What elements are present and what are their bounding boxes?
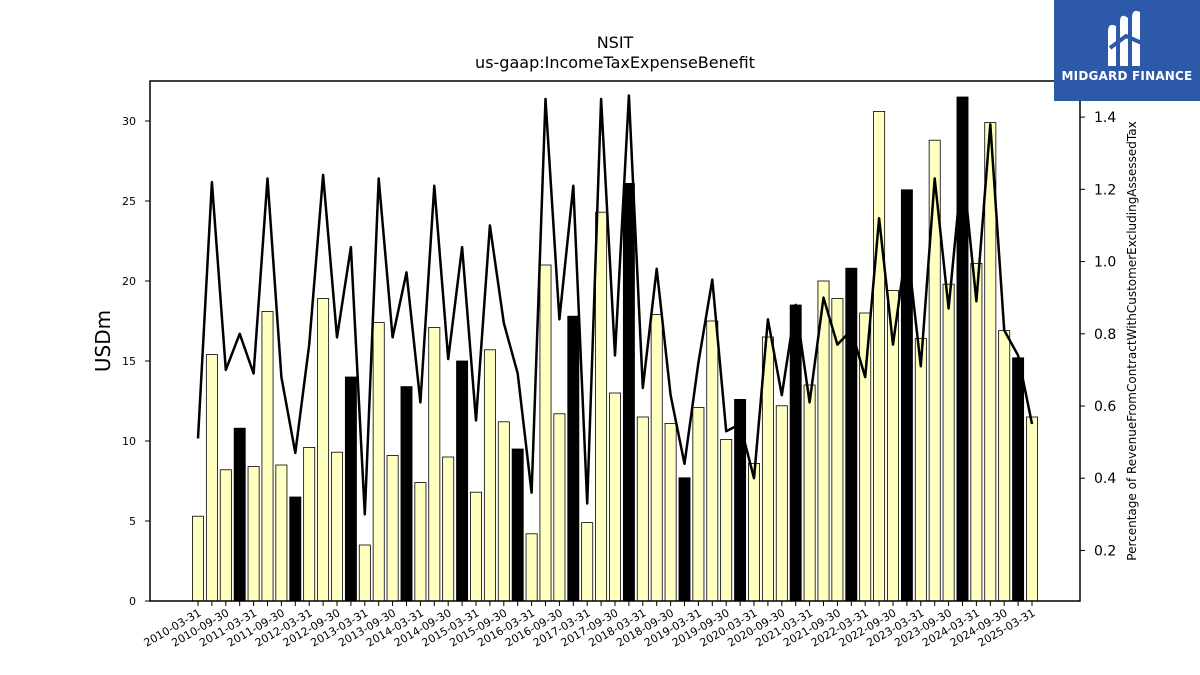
bar-2025-03-31 [1026,416,1038,602]
bar-2014-09-30 [442,456,455,602]
series-line-percentage [196,94,1034,516]
bar-2013-06-30 [372,322,385,602]
bar-2016-12-31 [567,315,580,602]
bar-2011-03-31 [247,466,260,602]
y-tick-label-5: 5 [129,515,136,528]
y2-tick-label-1.2: 1.2 [1094,182,1116,198]
bar-2019-09-30 [720,438,733,602]
line-layer [196,94,1034,516]
bar-2018-09-30 [664,422,677,602]
bar-2017-09-30 [609,392,621,602]
bar-2018-06-30 [650,314,663,602]
bar-2010-03-31 [192,515,204,602]
bar-2017-06-30 [595,211,608,602]
bar-2021-12-31 [845,267,858,602]
bar-2014-12-31 [456,360,469,602]
bar-2022-03-31 [859,312,872,602]
bar-2014-03-31 [414,482,427,602]
bar-2015-06-30 [483,349,496,602]
bar-2015-09-30 [497,421,510,602]
y2-tick-label-0.2: 0.2 [1094,543,1116,559]
bar-2023-09-30 [942,283,955,602]
bar-2011-06-30 [261,310,274,602]
bar-2012-09-30 [331,451,343,602]
logo-mark-icon [1108,10,1145,66]
bar-2021-03-31 [803,384,816,602]
bar-2013-12-31 [400,386,413,602]
bar-2020-12-31 [789,304,802,602]
bar-2022-06-30 [873,111,886,602]
y2-axis-label: Percentage of RevenueFromContractWithCus… [1125,121,1139,560]
bar-2011-09-30 [275,464,288,602]
y-tick-label-0: 0 [129,595,136,608]
bar-2011-12-31 [289,496,302,602]
bar-2017-03-31 [581,522,594,602]
bar-2012-03-31 [303,446,316,602]
bar-2024-09-30 [998,330,1011,602]
bar-2013-03-31 [358,544,371,602]
y-tick-label-30: 30 [122,115,136,128]
y-axis-left: 0 5 10 15 20 25 30 [122,115,150,608]
bar-2012-12-31 [344,376,357,602]
bar-2018-03-31 [636,416,649,602]
brand-logo: MIDGARD FINANCE [1054,0,1200,101]
y-tick-label-15: 15 [122,355,136,368]
bar-2015-03-31 [470,491,482,602]
bar-2016-06-30 [539,264,552,602]
bar-2019-12-31 [734,398,747,602]
chart-subtitle: us-gaap:IncomeTaxExpenseBenefit [475,53,755,72]
bar-2012-06-30 [317,298,330,602]
y2-tick-label-0.4: 0.4 [1094,471,1116,487]
y-axis-label: USDm [91,310,115,372]
x-axis: 2010-03-312010-09-302011-03-312011-09-30… [142,601,1038,650]
y2-tick-label-1.4: 1.4 [1094,110,1116,126]
y-tick-label-10: 10 [122,435,136,448]
bar-2024-03-31 [970,262,983,602]
y2-tick-label-1: 1.0 [1094,255,1116,271]
y-tick-label-20: 20 [122,275,136,288]
bar-2018-12-31 [678,477,691,602]
bar-2016-09-30 [553,413,566,602]
bar-2017-12-31 [622,182,635,602]
chart-title: NSIT [597,33,634,52]
bar-2014-06-30 [428,326,441,602]
bar-2023-03-31 [914,338,927,602]
bar-2010-12-31 [233,427,246,602]
bars [192,96,1038,602]
bar-2016-03-31 [525,533,538,602]
y-tick-label-25: 25 [122,195,136,208]
bar-2019-06-30 [706,320,719,602]
logo-text: MIDGARD FINANCE [1061,69,1193,83]
bar-2020-09-30 [775,405,788,602]
bar-2013-09-30 [386,454,399,602]
y2-tick-label-0.8: 0.8 [1094,327,1116,343]
bar-2024-12-31 [1012,357,1025,602]
bar-2015-12-31 [511,448,524,602]
bar-2010-06-30 [205,354,218,602]
bar-2019-03-31 [692,406,705,602]
y-axis-right: 0.2 0.4 0.6 0.8 1.0 1.2 1.4 [1080,110,1116,559]
bar-2010-09-30 [219,469,232,602]
bar-2020-03-31 [748,462,760,602]
y2-tick-label-0.6: 0.6 [1094,399,1116,415]
